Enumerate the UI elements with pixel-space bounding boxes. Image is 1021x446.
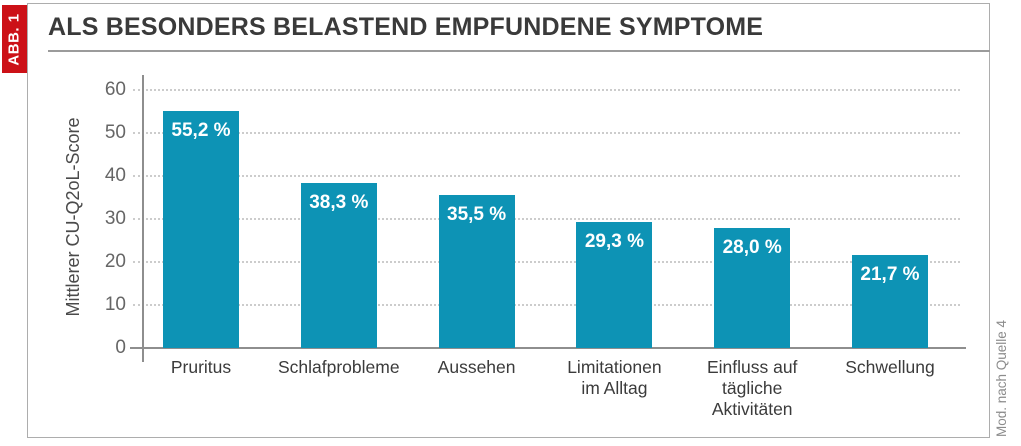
source-note: Mod. nach Quelle 4	[994, 319, 1009, 437]
gridline-60	[133, 89, 960, 91]
bar-value-label-1: 38,3 %	[309, 192, 369, 214]
title-divider	[48, 50, 990, 52]
y-axis-line	[142, 75, 144, 362]
y-tick-label-10: 10	[104, 294, 126, 315]
y-tick-label-40: 40	[104, 165, 126, 186]
bar-1	[300, 183, 377, 348]
bar-2	[438, 195, 515, 348]
bar-4	[714, 227, 791, 348]
gridline-20	[133, 261, 960, 263]
category-label-1: Schlafprobleme	[277, 357, 400, 377]
gridline-40	[133, 175, 960, 177]
figure-number-label: ABB. 1	[6, 12, 23, 66]
y-tick-label-30: 30	[104, 208, 126, 229]
category-label-2: Aussehen	[437, 357, 516, 377]
bar-3	[576, 222, 653, 348]
bar-value-label-0: 55,2 %	[171, 119, 231, 141]
y-tick-label-60: 60	[104, 79, 126, 100]
bar-5	[852, 254, 928, 348]
x-axis-line	[130, 347, 966, 349]
bar-value-label-4: 28,0 %	[722, 236, 782, 258]
y-tick-label-50: 50	[104, 122, 126, 143]
category-label-3: Limitationen im Alltag	[567, 357, 662, 398]
category-label-0: Pruritus	[170, 357, 232, 377]
category-label-4: Einfluss auf tägliche Aktivitäten	[706, 357, 798, 419]
gridline-10	[133, 304, 960, 306]
bar-0	[163, 110, 239, 348]
category-label-5: Schwellung	[845, 357, 935, 377]
bar-value-label-5: 21,7 %	[860, 263, 920, 285]
bar-value-label-3: 29,3 %	[584, 231, 644, 252]
gridline-50	[133, 132, 960, 134]
y-tick-label-20: 20	[104, 251, 126, 272]
bar-value-label-2: 35,5 %	[447, 204, 507, 226]
gridline-30	[133, 218, 960, 220]
figure-title: ALS BESONDERS BELASTEND EMPFUNDENE SYMPT…	[48, 13, 764, 41]
figure-number-badge: ABB. 1	[2, 5, 27, 73]
y-tick-label-0: 0	[115, 337, 126, 358]
